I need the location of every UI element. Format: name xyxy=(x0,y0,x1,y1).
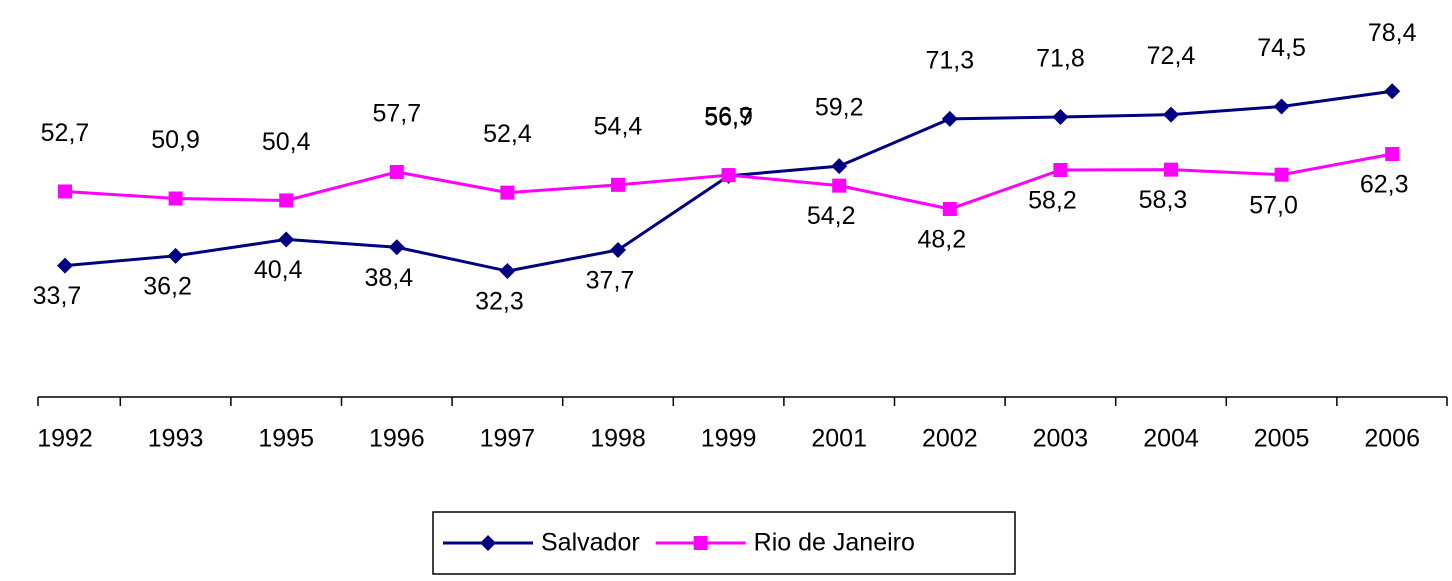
data-label: 52,4 xyxy=(483,120,532,148)
x-tick-label: 2005 xyxy=(1254,425,1310,453)
data-label: 74,5 xyxy=(1257,34,1306,62)
data-label: 56,9 xyxy=(704,103,753,131)
data-label: 54,2 xyxy=(807,202,856,230)
data-label: 48,2 xyxy=(917,226,966,254)
data-point xyxy=(832,178,847,193)
data-label: 57,0 xyxy=(1249,191,1298,219)
data-label: 40,4 xyxy=(254,256,303,284)
x-tick-label: 2006 xyxy=(1364,425,1420,453)
x-tick-label: 1997 xyxy=(480,425,536,453)
legend-label: Rio de Janeiro xyxy=(754,529,915,557)
data-point xyxy=(500,185,515,200)
x-tick-label: 1992 xyxy=(37,425,93,453)
data-point xyxy=(1163,106,1179,123)
data-point xyxy=(1274,167,1289,182)
x-tick-label: 1996 xyxy=(369,425,425,453)
x-tick-label: 1999 xyxy=(701,425,757,453)
legend-marker xyxy=(480,535,496,551)
data-point xyxy=(941,110,958,127)
data-label: 37,7 xyxy=(586,267,635,295)
data-point xyxy=(279,193,294,208)
data-point xyxy=(389,164,404,179)
data-label: 57,7 xyxy=(372,100,421,128)
data-label: 32,3 xyxy=(475,288,524,316)
data-label: 59,2 xyxy=(815,94,864,122)
data-label: 71,8 xyxy=(1036,45,1085,73)
data-point xyxy=(610,241,626,258)
x-tick-label: 2003 xyxy=(1033,425,1089,453)
data-point xyxy=(1384,83,1401,100)
data-label: 50,9 xyxy=(151,126,200,154)
data-label: 36,2 xyxy=(143,272,192,300)
data-label: 56,7 xyxy=(704,103,753,131)
data-point xyxy=(1273,98,1290,115)
data-point xyxy=(168,191,183,206)
data-point xyxy=(1053,163,1068,178)
x-tick-label: 1998 xyxy=(590,425,646,453)
data-label: 62,3 xyxy=(1360,171,1409,199)
data-label: 71,3 xyxy=(925,47,974,75)
data-label: 33,7 xyxy=(33,282,82,310)
data-point xyxy=(278,231,295,248)
legend-marker xyxy=(693,536,708,550)
data-point xyxy=(167,247,184,264)
x-tick-label: 1995 xyxy=(258,425,314,453)
data-label: 72,4 xyxy=(1147,42,1196,70)
data-label: 58,3 xyxy=(1139,186,1188,214)
x-tick-label: 2002 xyxy=(922,425,978,453)
data-point xyxy=(388,239,405,256)
data-label: 38,4 xyxy=(364,264,413,292)
data-point xyxy=(1164,162,1178,177)
data-label: 52,7 xyxy=(41,119,90,147)
x-tick-label: 2004 xyxy=(1143,425,1199,453)
data-point xyxy=(721,168,736,183)
data-label: 78,4 xyxy=(1368,19,1417,47)
data-point xyxy=(1052,108,1069,125)
data-label: 58,2 xyxy=(1028,187,1077,215)
data-point xyxy=(942,202,957,217)
legend-label: Salvador xyxy=(541,529,640,557)
data-label: 54,4 xyxy=(594,112,643,140)
data-point xyxy=(57,257,73,274)
data-point xyxy=(499,263,516,280)
data-point xyxy=(58,184,72,199)
data-point xyxy=(611,177,625,192)
data-point xyxy=(831,158,848,175)
x-tick-label: 2001 xyxy=(811,425,867,453)
x-tick-label: 1993 xyxy=(148,425,204,453)
data-label: 50,4 xyxy=(262,128,311,156)
data-point xyxy=(1385,147,1400,162)
